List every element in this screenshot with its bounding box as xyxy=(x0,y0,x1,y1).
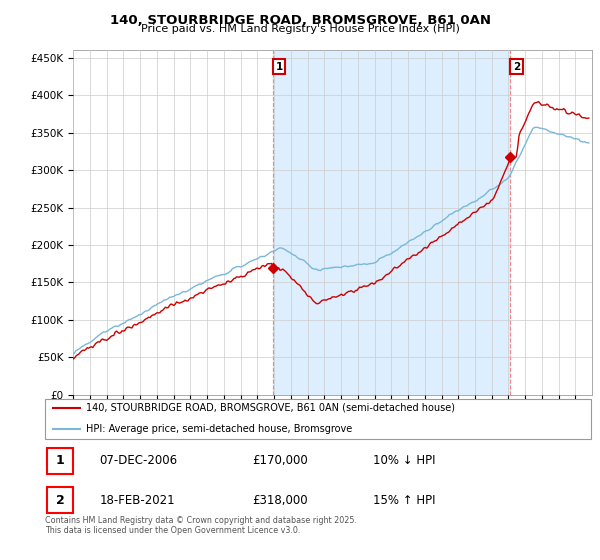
Text: 07-DEC-2006: 07-DEC-2006 xyxy=(100,454,178,467)
FancyBboxPatch shape xyxy=(45,399,591,439)
Text: £318,000: £318,000 xyxy=(253,493,308,507)
Text: HPI: Average price, semi-detached house, Bromsgrove: HPI: Average price, semi-detached house,… xyxy=(86,424,352,434)
Text: Contains HM Land Registry data © Crown copyright and database right 2025.
This d: Contains HM Land Registry data © Crown c… xyxy=(45,516,357,535)
Text: 2: 2 xyxy=(513,62,520,72)
Text: 2: 2 xyxy=(56,493,65,507)
Text: 140, STOURBRIDGE ROAD, BROMSGROVE, B61 0AN (semi-detached house): 140, STOURBRIDGE ROAD, BROMSGROVE, B61 0… xyxy=(86,403,455,413)
Text: 10% ↓ HPI: 10% ↓ HPI xyxy=(373,454,435,467)
Text: Price paid vs. HM Land Registry's House Price Index (HPI): Price paid vs. HM Land Registry's House … xyxy=(140,24,460,34)
Text: 15% ↑ HPI: 15% ↑ HPI xyxy=(373,493,435,507)
FancyBboxPatch shape xyxy=(47,447,73,474)
Text: 1: 1 xyxy=(56,454,65,467)
Bar xyxy=(273,50,511,395)
Text: 1: 1 xyxy=(275,62,283,72)
Text: 18-FEB-2021: 18-FEB-2021 xyxy=(100,493,175,507)
Text: 140, STOURBRIDGE ROAD, BROMSGROVE, B61 0AN: 140, STOURBRIDGE ROAD, BROMSGROVE, B61 0… xyxy=(110,14,491,27)
FancyBboxPatch shape xyxy=(47,487,73,513)
Text: £170,000: £170,000 xyxy=(253,454,308,467)
